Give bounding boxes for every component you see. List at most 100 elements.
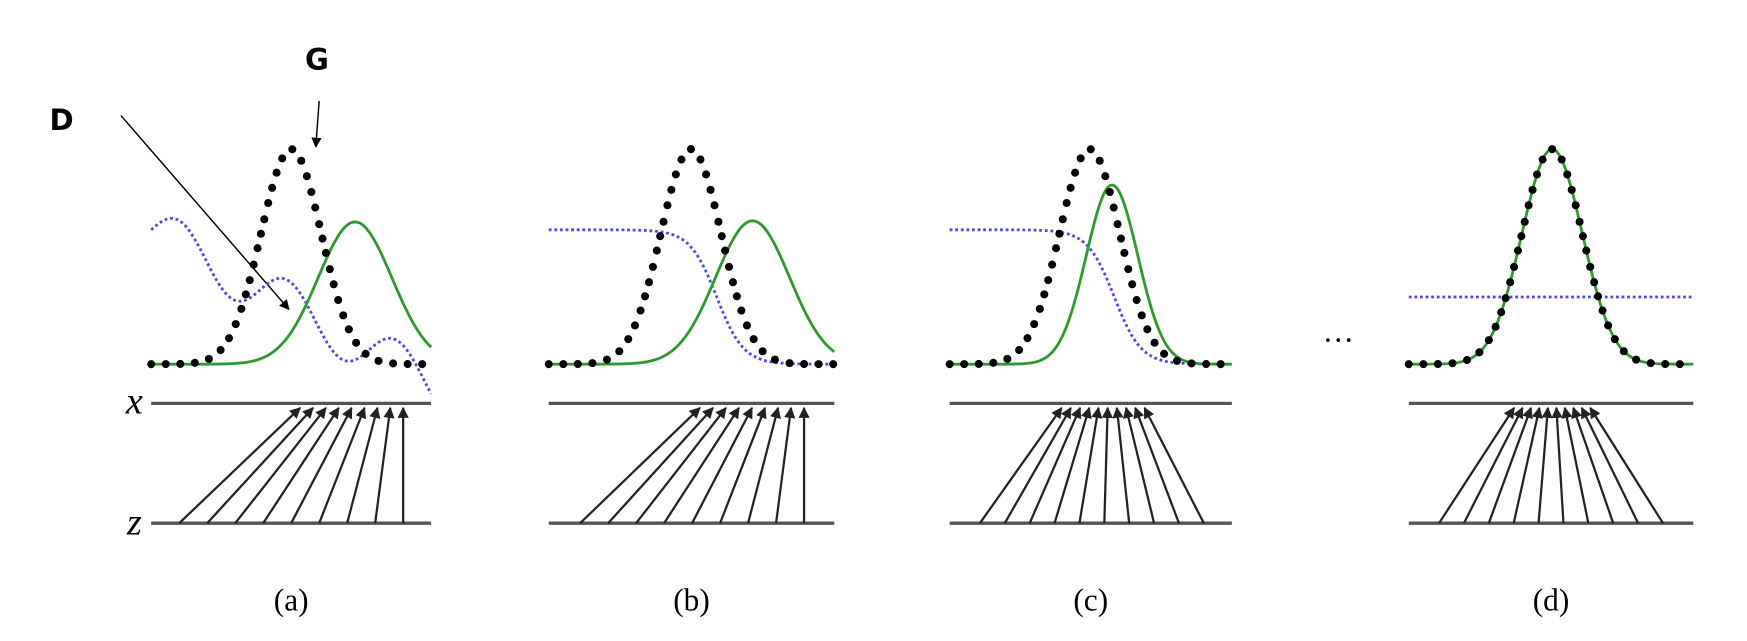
data-dot bbox=[1076, 154, 1085, 163]
data-dot bbox=[1463, 356, 1472, 365]
data-dot bbox=[717, 232, 726, 241]
data-dot bbox=[814, 360, 823, 369]
mapping-arrow bbox=[719, 406, 767, 524]
data-dot bbox=[732, 292, 741, 301]
mapping-arrow bbox=[1580, 406, 1640, 524]
data-dot bbox=[686, 145, 695, 154]
data-dot bbox=[1501, 294, 1510, 303]
data-dot bbox=[1598, 306, 1607, 315]
data-dot bbox=[147, 360, 156, 369]
panel-label: (c) bbox=[1073, 583, 1108, 618]
mapping-arrow bbox=[1438, 406, 1516, 524]
data-dot bbox=[288, 145, 297, 154]
data-dot bbox=[389, 359, 398, 368]
data-dot bbox=[361, 349, 370, 358]
data-dot bbox=[1675, 360, 1684, 369]
panel-label: (d) bbox=[1533, 583, 1570, 618]
data-dot bbox=[237, 304, 246, 313]
data-dot bbox=[1160, 349, 1169, 358]
data-dot bbox=[749, 335, 758, 344]
data-dot bbox=[272, 168, 281, 177]
mapping-arrow bbox=[1571, 406, 1615, 524]
data-dot bbox=[742, 321, 751, 330]
mapping-arrow bbox=[1589, 406, 1664, 524]
data-dot bbox=[1058, 215, 1067, 224]
data-dot bbox=[1030, 320, 1039, 329]
data-dot bbox=[1594, 292, 1603, 301]
data-dot bbox=[785, 359, 794, 368]
mapping-arrow bbox=[1462, 406, 1524, 524]
data-dot bbox=[758, 347, 767, 356]
data-dot bbox=[260, 215, 269, 224]
data-dot bbox=[315, 220, 324, 229]
data-dot bbox=[1040, 290, 1049, 299]
data-dot bbox=[374, 356, 383, 365]
data-dot bbox=[1202, 360, 1211, 369]
panel-label: (a) bbox=[274, 583, 309, 618]
data-dot bbox=[702, 170, 711, 179]
mapping-arrow bbox=[374, 406, 395, 524]
data-dot bbox=[1520, 217, 1529, 226]
mapping-arrow bbox=[346, 406, 381, 524]
mapping-arrow bbox=[635, 406, 727, 524]
data-dot bbox=[770, 355, 779, 364]
data-dot bbox=[1582, 246, 1591, 255]
data-dot bbox=[677, 155, 686, 164]
data-dot bbox=[1086, 145, 1095, 154]
data-dot bbox=[1448, 359, 1457, 368]
data-dot bbox=[1578, 232, 1587, 241]
d-label: D bbox=[50, 103, 74, 137]
data-dot bbox=[403, 360, 412, 369]
data-dot bbox=[652, 246, 661, 255]
mapping-arrow bbox=[1078, 406, 1103, 524]
data-dot bbox=[1048, 260, 1057, 269]
data-dot bbox=[721, 246, 730, 255]
panel-label: (b) bbox=[673, 583, 710, 618]
data-dot bbox=[1120, 248, 1129, 257]
data-dot bbox=[559, 360, 568, 369]
mapping-arrow bbox=[978, 406, 1063, 524]
data-dot bbox=[297, 156, 306, 165]
data-dot bbox=[1563, 170, 1572, 179]
d-arrow bbox=[120, 115, 290, 311]
ellipsis: ··· bbox=[1323, 323, 1354, 358]
mapping-arrow bbox=[774, 406, 796, 524]
data-dot bbox=[1150, 338, 1159, 347]
data-dot bbox=[1105, 187, 1114, 197]
data-dot bbox=[544, 360, 553, 369]
z-axis-label: z bbox=[126, 501, 142, 543]
data-dot bbox=[1113, 220, 1122, 229]
mapping-arrow bbox=[1123, 406, 1156, 524]
data-dot bbox=[1557, 155, 1566, 164]
data-dot bbox=[573, 359, 582, 369]
mapping-arrow bbox=[206, 407, 314, 524]
data-dot bbox=[307, 187, 316, 197]
mapping-arrow bbox=[178, 407, 301, 525]
data-dot bbox=[311, 203, 320, 212]
data-dot bbox=[1128, 280, 1137, 289]
data-dot bbox=[278, 154, 287, 163]
discriminator-curve bbox=[548, 228, 835, 366]
data-dot bbox=[1003, 354, 1012, 363]
data-dot bbox=[706, 185, 715, 194]
data-dot bbox=[190, 358, 199, 367]
data-dot bbox=[641, 292, 650, 301]
data-dot bbox=[1055, 229, 1064, 238]
data-dot bbox=[1532, 170, 1542, 179]
data-dot bbox=[624, 335, 633, 344]
mapping-arrow bbox=[1537, 406, 1553, 524]
discriminator-curve bbox=[949, 228, 1232, 366]
data-dot bbox=[960, 360, 969, 369]
data-dot bbox=[176, 359, 185, 368]
data-dot bbox=[1035, 304, 1044, 313]
mapping-arrow bbox=[1487, 406, 1533, 524]
mapping-arrow bbox=[579, 407, 701, 525]
data-dot bbox=[231, 320, 240, 329]
mapping-arrow bbox=[262, 406, 340, 524]
data-dot bbox=[945, 360, 954, 369]
data-dot bbox=[1109, 203, 1118, 212]
data-dot bbox=[1575, 217, 1584, 226]
data-dot bbox=[1586, 262, 1595, 271]
data-dot bbox=[1632, 355, 1641, 364]
mapping-arrow bbox=[746, 406, 781, 524]
